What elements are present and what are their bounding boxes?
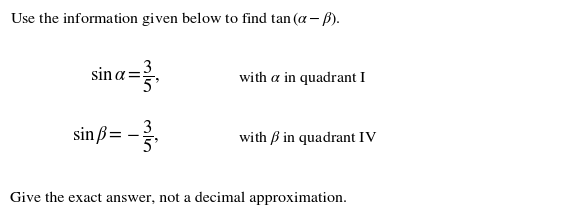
Text: with $\beta$ in quadrant IV: with $\beta$ in quadrant IV <box>238 129 378 147</box>
Text: $\sin\alpha = \dfrac{3}{5},$: $\sin\alpha = \dfrac{3}{5},$ <box>90 58 160 95</box>
Text: with $\alpha$ in quadrant I: with $\alpha$ in quadrant I <box>238 69 367 87</box>
Text: Give the exact answer, not a decimal approximation.: Give the exact answer, not a decimal app… <box>10 192 347 205</box>
Text: $\sin\beta = -\dfrac{3}{5},$: $\sin\beta = -\dfrac{3}{5},$ <box>72 118 159 155</box>
Text: Use the information given below to find $\mathrm{tan}\,(\alpha - \beta)$.: Use the information given below to find … <box>10 10 341 28</box>
